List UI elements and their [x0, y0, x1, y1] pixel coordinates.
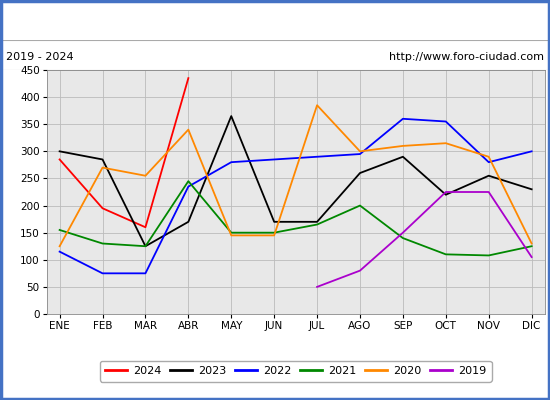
Text: Evolucion Nº Turistas Nacionales en el municipio de Castellfollit de Riubregós: Evolucion Nº Turistas Nacionales en el m… — [0, 14, 550, 28]
Legend: 2024, 2023, 2022, 2021, 2020, 2019: 2024, 2023, 2022, 2021, 2020, 2019 — [100, 360, 492, 382]
Text: 2019 - 2024: 2019 - 2024 — [6, 52, 73, 62]
Text: http://www.foro-ciudad.com: http://www.foro-ciudad.com — [389, 52, 544, 62]
